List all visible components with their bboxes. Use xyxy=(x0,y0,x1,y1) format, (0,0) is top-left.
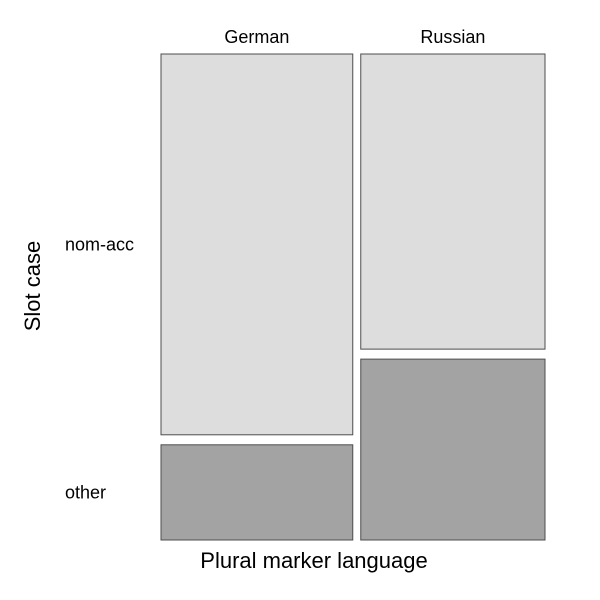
tile-russian-other xyxy=(360,358,546,541)
tile-german-other xyxy=(160,444,354,541)
x-axis-label: Plural marker language xyxy=(200,548,427,573)
column-labels: German Russian xyxy=(224,27,485,47)
tile-german-nom-acc xyxy=(160,53,354,436)
mosaic-tiles xyxy=(160,53,546,541)
tile-russian-nom-acc xyxy=(360,53,546,350)
column-label-german: German xyxy=(224,27,289,47)
row-label-other: other xyxy=(65,482,106,502)
row-labels: nom-acc other xyxy=(65,234,134,502)
column-label-russian: Russian xyxy=(420,27,485,47)
row-label-nom-acc: nom-acc xyxy=(65,234,134,254)
y-axis-label: Slot case xyxy=(20,241,45,332)
